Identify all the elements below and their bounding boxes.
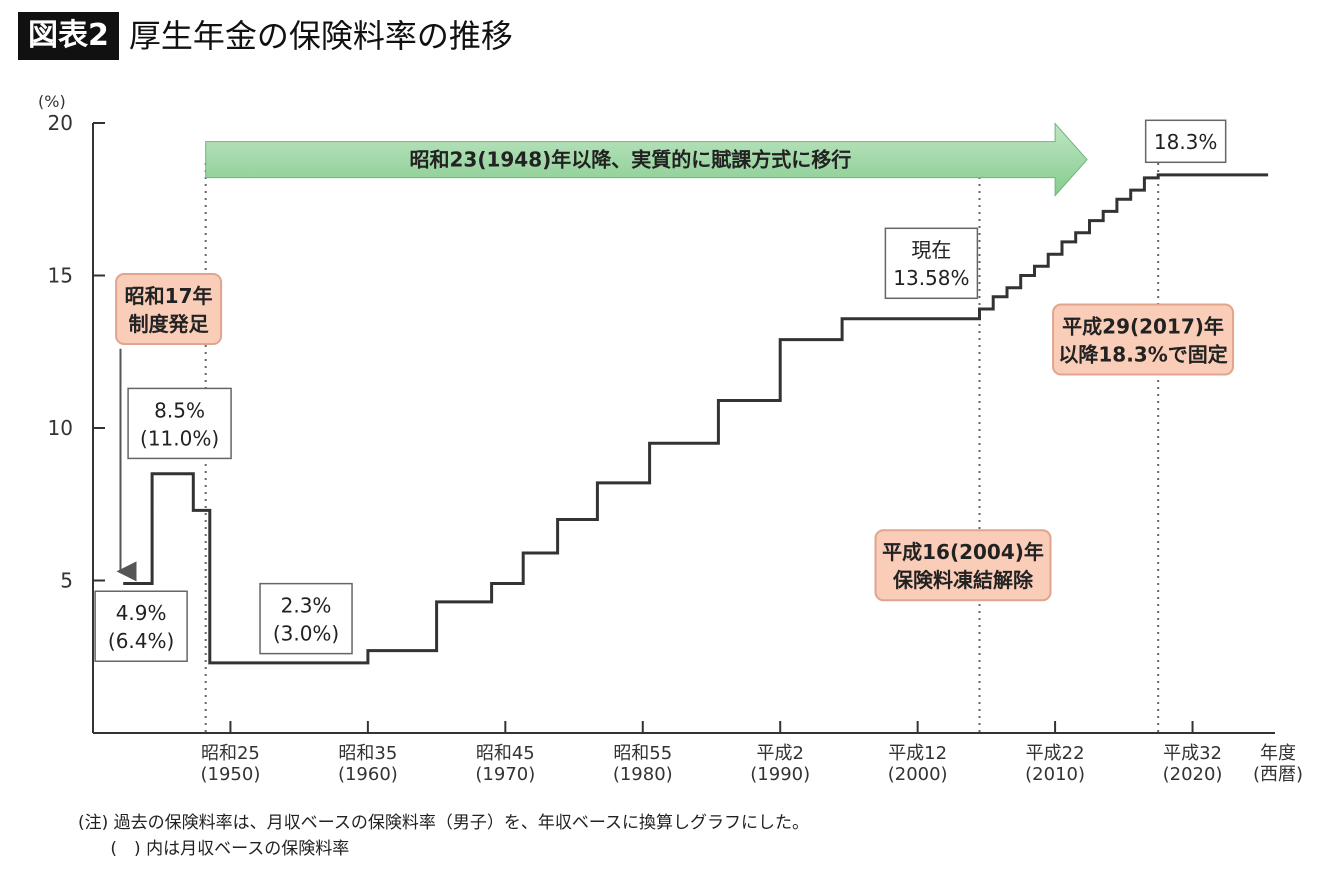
x-tick-label: 平成22 (2010) [1025,743,1085,785]
y-axis-label: (%) [38,92,66,111]
chart-notes: (注) 過去の保険料率は、月収ベースの保険料率（男子）を、年収ベースに換算しグラ… [78,810,809,862]
annotation-box [259,582,353,655]
x-tick-label: 昭和55 (1980) [613,743,673,785]
x-tick-label: 平成12 (2000) [888,743,948,785]
annotation-box [127,387,232,460]
y-tick-label: 20 [48,111,73,135]
shift-arrow-text: 昭和23(1948)年以降、実質的に賦課方式に移行 [410,148,852,172]
annotation-text: 平成29(2017)年以降18.3%で固定 [1058,314,1227,366]
annotation-low-rate: 2.3% (3.0%) [259,582,353,655]
annotation-text: 平成16(2004)年保険料凍結解除 [882,540,1044,592]
figure-title: 厚生年金の保険料率の推移 [128,17,513,55]
annotation-box [94,590,188,662]
annotation-text: 8.5% (11.0%) [140,398,219,450]
y-tick-label: 15 [48,264,73,288]
annotation-first-peak: 8.5% (11.0%) [127,387,232,460]
annotation-text: 現在 13.58% [893,238,969,290]
annotation-text: 昭和17年制度発足 [125,284,213,336]
annotation-founding: 昭和17年制度発足 [115,273,223,346]
annotation-current: 現在 13.58% [884,227,979,300]
figure-label: 図表2 [18,12,119,60]
x-tick-label: 平成32 (2020) [1163,743,1223,785]
x-tick-label: 昭和45 (1970) [475,743,535,785]
y-tick-label: 5 [60,569,73,593]
annotation-text: 2.3% (3.0%) [273,593,339,645]
annotation-final-rate: 18.3% [1144,119,1227,164]
annotation-text: 18.3% [1154,130,1218,154]
annotation-unfreeze-2004: 平成16(2004)年保険料凍結解除 [874,529,1052,602]
annotation-box [1144,119,1227,164]
x-tick-label: 平成2 (1990) [750,743,810,785]
annotation-box [1052,303,1235,376]
x-tick-label: 昭和25 (1950) [201,743,261,785]
note-line-2: ( ) 内は月収ベースの保険料率 [78,839,350,859]
annotation-start-rate: 4.9% (6.4%) [94,590,188,662]
note-line-1: (注) 過去の保険料率は、月収ベースの保険料率（男子）を、年収ベースに換算しグラ… [78,813,809,833]
annotation-box [874,529,1052,602]
x-axis-label: 年度(西暦) [1253,743,1303,785]
rate-series-line [123,173,1269,665]
x-tick-label: 昭和35 (1960) [338,743,398,785]
annotation-text: 4.9% (6.4%) [108,601,174,653]
annotation-box [884,227,979,300]
shift-arrow-banner [205,122,1088,197]
y-tick-label: 10 [48,416,73,440]
annotation-box [115,273,223,346]
figure-header: 図表2 厚生年金の保険料率の推移 [18,10,513,62]
annotation-fixed-from-2017: 平成29(2017)年以降18.3%で固定 [1052,303,1235,376]
